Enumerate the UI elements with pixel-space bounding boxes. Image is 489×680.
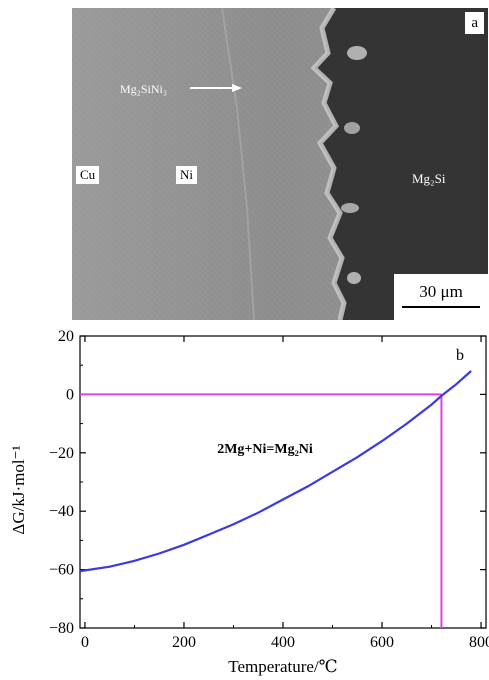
x-tick-label: 200 (172, 634, 196, 651)
y-tick-label: 0 (66, 386, 74, 403)
ni-label: Ni (176, 166, 197, 184)
x-axis-label: Temperature/℃ (228, 657, 337, 676)
mg2si-label: Mg₂Si (412, 171, 446, 186)
y-tick-label: 20 (58, 328, 74, 345)
y-tick-label: −60 (49, 562, 74, 579)
scale-bar-box: 30 μm (394, 274, 488, 320)
y-tick-label: −40 (49, 503, 74, 520)
scale-bar (402, 306, 480, 308)
plot-area: 200−20−40−60−800200400600800 (49, 328, 489, 651)
sem-image (72, 8, 488, 320)
x-tick-label: 600 (370, 634, 394, 651)
plot-frame (79, 335, 487, 629)
reaction-annotation: 2Mg+Ni=Mg₂Ni (217, 442, 313, 457)
scale-bar-label: 30 μm (419, 282, 463, 301)
mg2sini3-label: Mg₂SiNi₃ (120, 82, 168, 96)
mg2si-region (314, 8, 488, 320)
panel-letter-a: a (465, 12, 484, 34)
x-tick-label: 800 (469, 634, 489, 651)
panel-letter-b: b (456, 347, 464, 364)
gibbs-energy-chart: 200−20−40−60−800200400600800 b 2Mg+Ni=Mg… (9, 328, 489, 676)
sem-micrograph-panel: Cu Ni Mg₂Si Mg₂SiNi₃ a 30 μm (72, 8, 488, 320)
delta-g-curve (79, 370, 472, 573)
y-tick-label: −20 (49, 445, 74, 462)
x-tick-label: 400 (271, 634, 295, 651)
y-axis-label: ΔG/kJ·mol⁻¹ (9, 445, 28, 534)
x-tick-label: 0 (81, 634, 89, 651)
y-tick-label: −80 (49, 620, 74, 637)
cu-label: Cu (76, 166, 100, 184)
